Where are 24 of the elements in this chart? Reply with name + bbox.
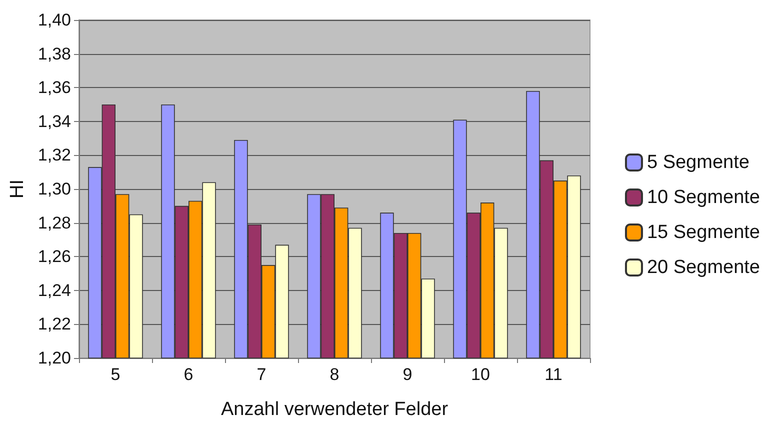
legend-label: 15 Segmente: [646, 222, 760, 243]
y-tick-label: 1,30: [38, 180, 71, 198]
y-tick-label: 1,20: [38, 348, 71, 368]
legend-label: 20 Segmente: [646, 257, 760, 278]
x-tick-label: 6: [184, 365, 194, 384]
legend-label: 5 Segmente: [646, 152, 750, 173]
y-tick-label: 1,26: [38, 247, 71, 266]
x-tick-label: 10: [471, 365, 490, 384]
x-tick-label: 11: [544, 365, 562, 384]
y-tick-label: 1,40: [38, 10, 71, 30]
x-tick-label: 5: [110, 365, 120, 384]
x-tick-label: 7: [256, 365, 266, 384]
y-tick-label: 1,34: [38, 112, 71, 131]
y-tick-label: 1,24: [38, 280, 71, 300]
x-axis-title: Anzahl verwendeter Felder: [220, 399, 449, 420]
x-tick-label: 8: [330, 365, 340, 384]
x-tick-label: 9: [402, 365, 412, 384]
y-tick-label: 1,22: [38, 314, 71, 334]
y-tick-label: 1,32: [38, 146, 71, 165]
legend-label: 10 Segmente: [646, 187, 760, 208]
y-tick-label: 1,38: [38, 44, 71, 64]
y-axis-title: HI: [7, 180, 28, 198]
y-tick-label: 1,36: [38, 78, 71, 98]
y-tick-label: 1,28: [38, 213, 71, 232]
